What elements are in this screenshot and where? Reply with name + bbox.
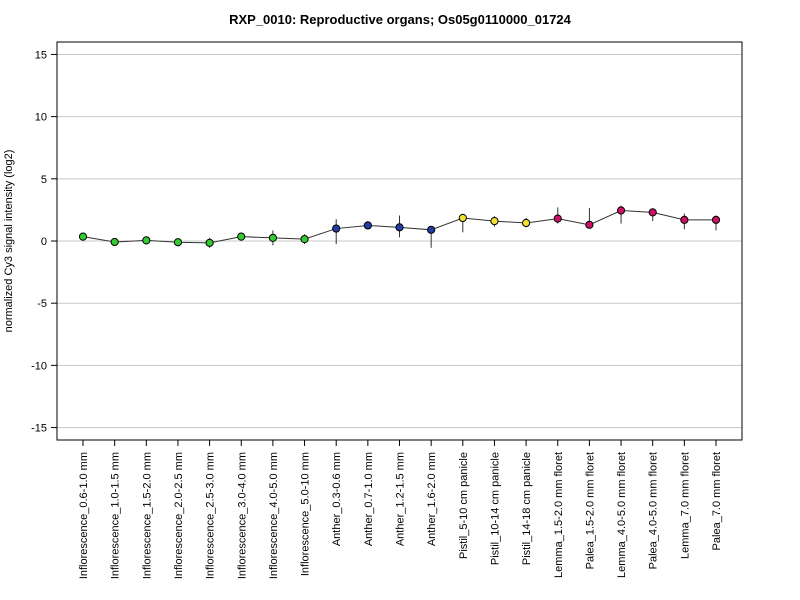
data-point-layer — [78, 206, 721, 247]
data-point — [268, 233, 277, 242]
x-tick-label: Anther_1.2-1.5 mm — [395, 452, 407, 546]
x-tick-label: Inflorescence_1.5-2.0 mm — [141, 452, 153, 579]
y-axis-label: normalized Cy3 signal intensity (log2) — [3, 150, 15, 333]
data-point — [300, 235, 309, 244]
x-tick-label: Palea_7.0 mm floret — [711, 452, 723, 550]
x-tick-label: Palea_1.5-2.0 mm floret — [584, 452, 596, 569]
x-tick-label: Inflorescence_2.0-2.5 mm — [173, 452, 185, 579]
x-tick-label: Anther_0.3-0.6 mm — [331, 452, 343, 546]
data-point — [395, 223, 404, 232]
x-tick-label: Inflorescence_3.0-4.0 mm — [236, 452, 248, 579]
data-point — [648, 208, 657, 217]
x-tick-label: Pistil_14-18 cm panicle — [521, 452, 533, 565]
x-tick-label: Anther_0.7-1.0 mm — [363, 452, 375, 546]
y-tick-label: 0 — [41, 236, 47, 248]
x-tick-label: Inflorescence_2.5-3.0 mm — [205, 452, 217, 579]
y-tick-label: 15 — [35, 49, 47, 61]
x-axis: Inflorescence_0.6-1.0 mm Inflorescence_1.… — [78, 440, 723, 579]
data-point — [490, 217, 499, 226]
y-tick-label: -5 — [37, 298, 47, 310]
grid-layer — [57, 53, 742, 429]
data-point — [585, 220, 594, 229]
y-tick-label: 5 — [41, 174, 47, 186]
data-point — [237, 232, 246, 241]
x-tick-label: Inflorescence_5.0-10 mm — [300, 452, 312, 576]
y-tick-label: -15 — [31, 423, 47, 435]
data-point — [711, 215, 721, 224]
x-tick-label: Inflorescence_4.0-5.0 mm — [268, 452, 280, 579]
x-tick-label: Lemma_1.5-2.0 mm floret — [553, 452, 565, 578]
y-tick-label: -10 — [31, 360, 47, 372]
data-point — [173, 238, 183, 247]
y-tick-label: 10 — [35, 112, 47, 124]
x-tick-label: Inflorescence_0.6-1.0 mm — [78, 452, 90, 579]
data-point — [458, 213, 467, 223]
data-point — [205, 238, 214, 247]
x-tick-label: Inflorescence_1.0-1.5 mm — [110, 452, 122, 579]
data-point — [110, 237, 119, 247]
chart-title: RXP_0010: Reproductive organs; Os05g0110… — [229, 12, 571, 27]
x-tick-label: Lemma_7.0 mm floret — [679, 452, 691, 559]
data-point — [616, 206, 626, 215]
data-point — [553, 214, 562, 223]
data-point — [522, 218, 531, 228]
data-point — [427, 225, 436, 234]
x-tick-label: Pistil_10-14 cm panicle — [489, 452, 501, 565]
x-tick-label: Lemma_4.0-5.0 mm floret — [616, 452, 628, 578]
data-point — [680, 215, 689, 224]
data-point — [78, 232, 88, 241]
data-point — [142, 236, 151, 245]
data-point — [332, 224, 341, 233]
x-tick-label: Palea_4.0-5.0 mm floret — [648, 452, 660, 569]
x-tick-label: Pistil_5-10 cm panicle — [458, 452, 470, 559]
y-axis: -15 -10 -5 0 5 10 15 — [31, 49, 57, 435]
data-point — [363, 221, 372, 230]
x-tick-label: Anther_1.6-2.0 mm — [426, 452, 438, 546]
